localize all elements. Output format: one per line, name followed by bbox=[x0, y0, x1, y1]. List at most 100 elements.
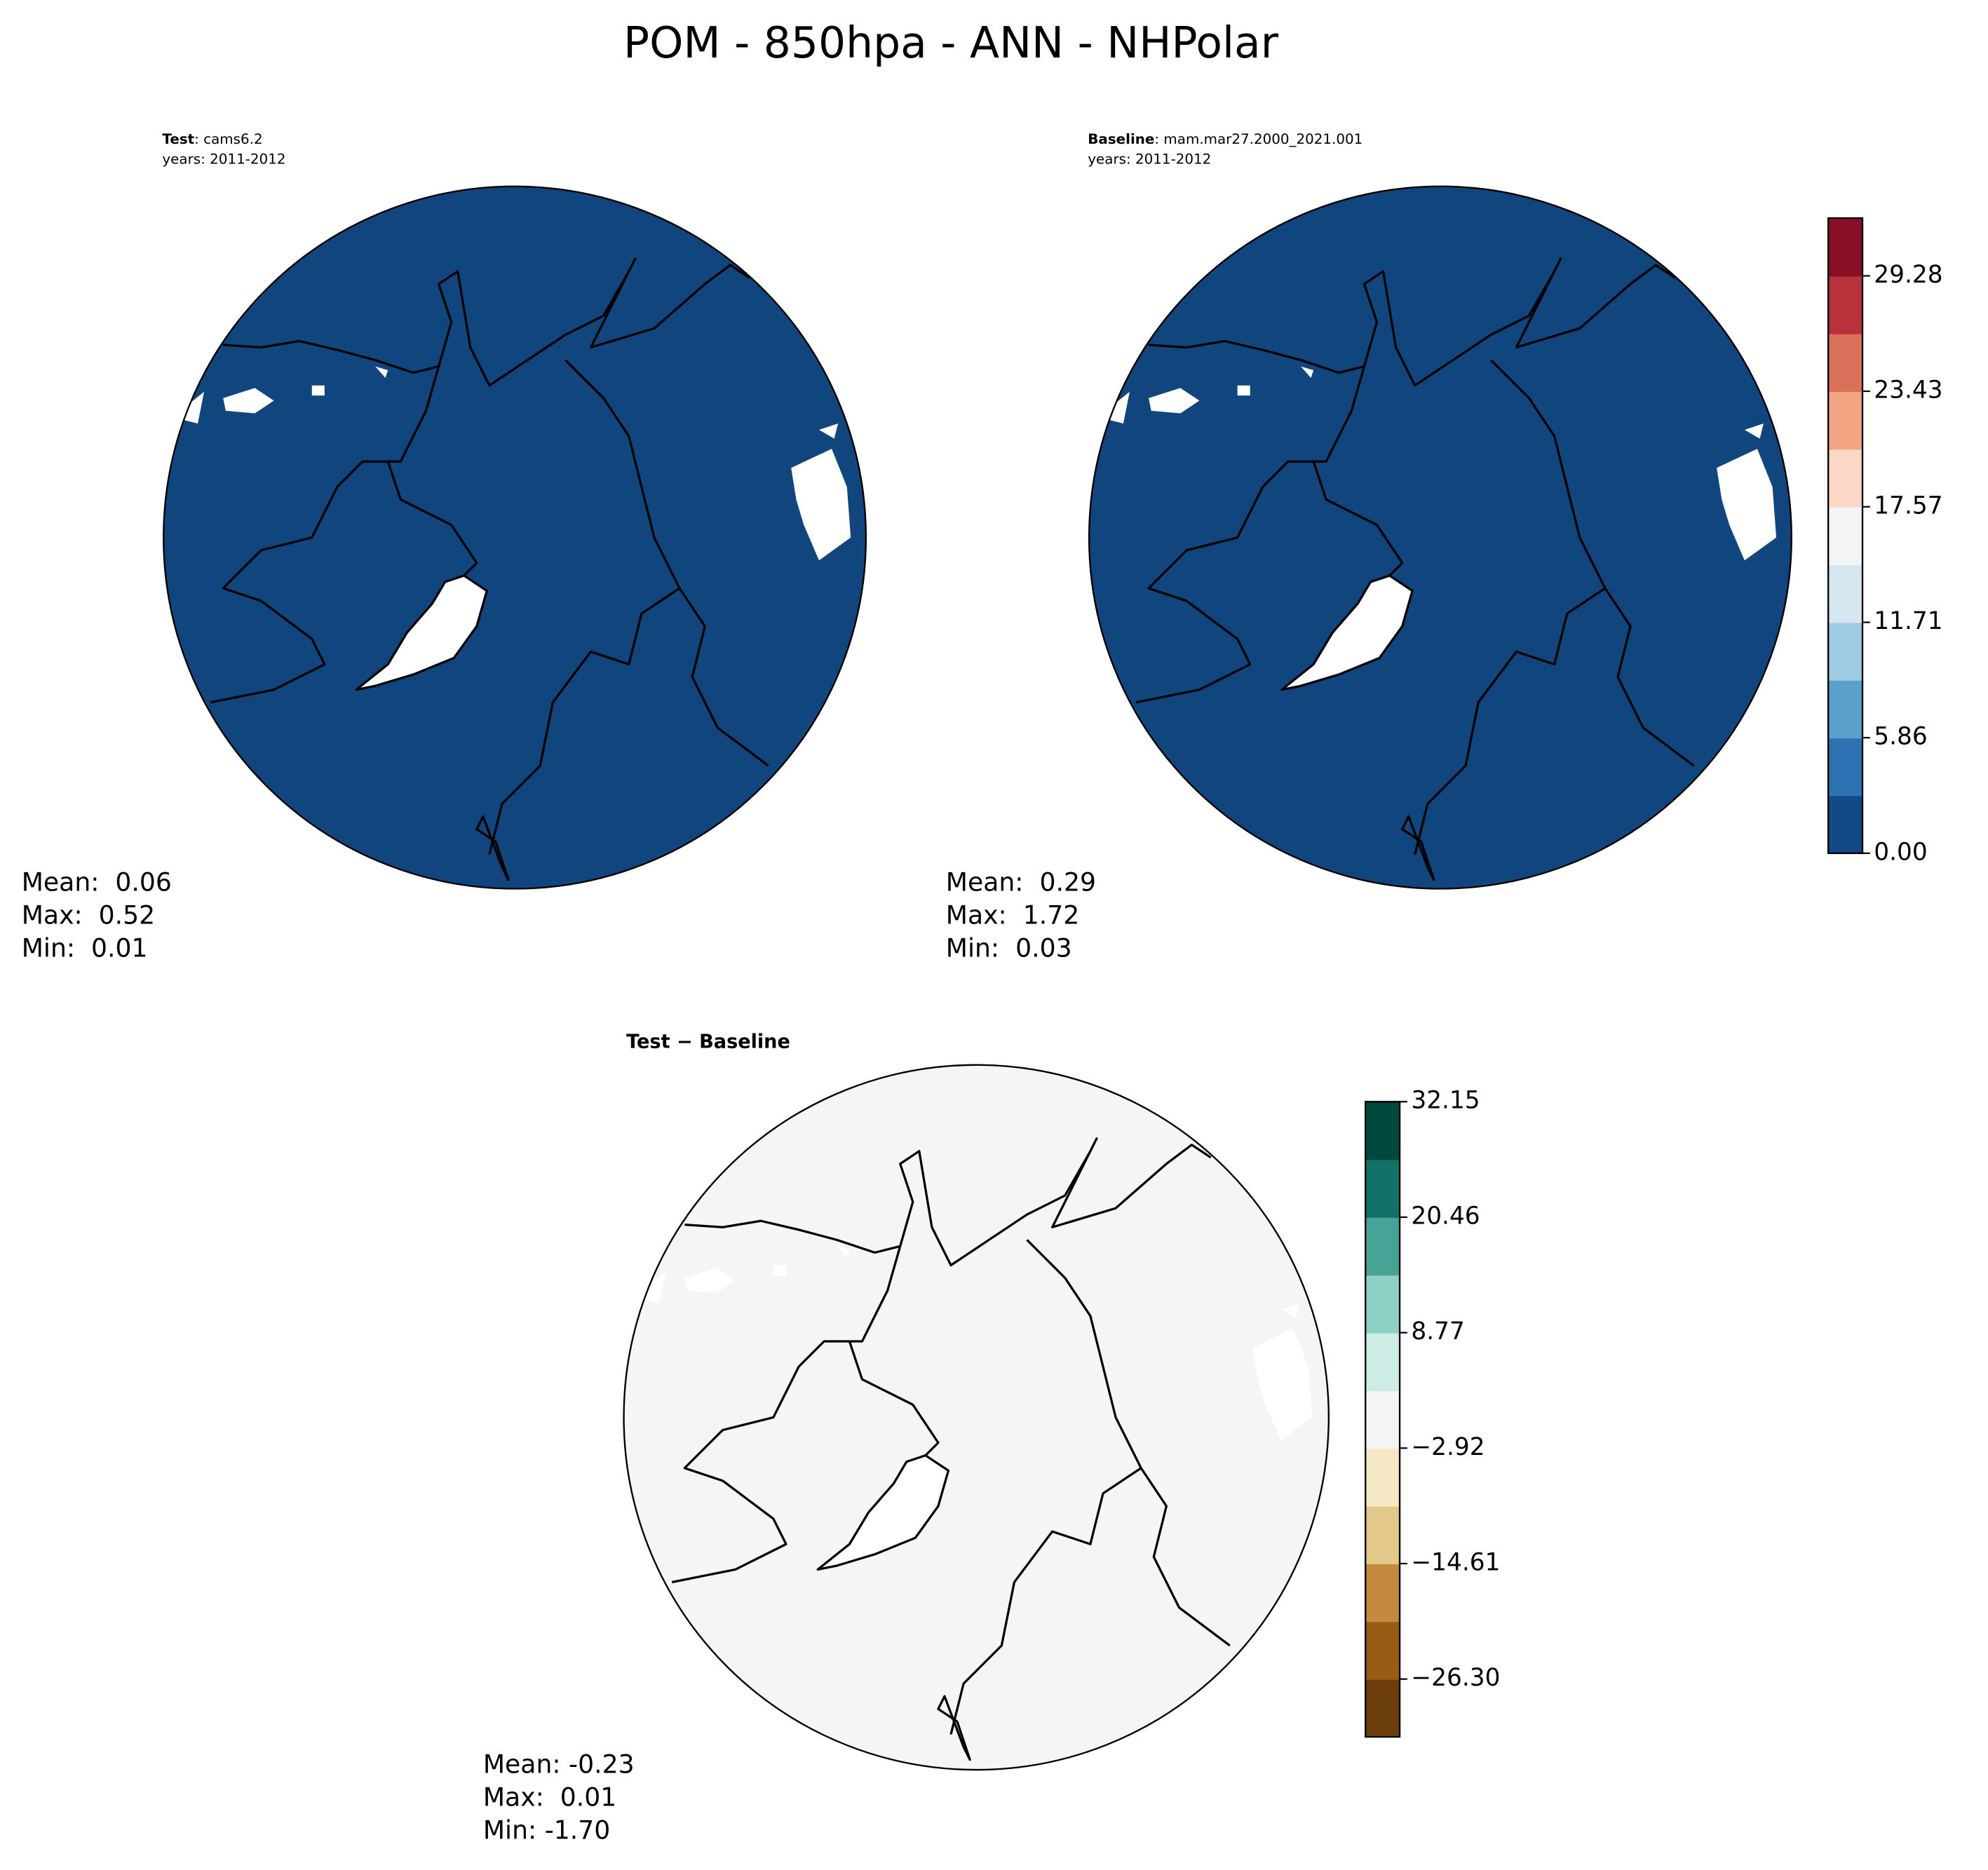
colorbar-tick-label: 0.00 bbox=[1874, 838, 1927, 866]
colorbar-tick-label: 20.46 bbox=[1411, 1202, 1480, 1230]
stat-line: Max: 1.72 bbox=[946, 900, 1079, 930]
colorbar-tick-label: 32.15 bbox=[1411, 1087, 1480, 1115]
missing-data bbox=[311, 385, 325, 396]
colorbar-tick-label: −2.92 bbox=[1411, 1433, 1485, 1461]
coastline bbox=[210, 366, 440, 704]
missing-data bbox=[1717, 449, 1777, 561]
coastline bbox=[355, 574, 488, 691]
missing-data bbox=[1744, 423, 1764, 439]
stat-line: Min: 0.03 bbox=[946, 933, 1072, 963]
coastline bbox=[949, 1239, 1142, 1735]
coastline bbox=[816, 1454, 950, 1571]
coastline bbox=[1280, 574, 1414, 691]
colorbar-segment bbox=[1828, 333, 1863, 393]
panel-years: years: 2011-2012 bbox=[1088, 151, 1211, 167]
colorbar-tick-label: 17.57 bbox=[1874, 492, 1942, 520]
panel-label-rest: : mam.mar27.2000_2021.001 bbox=[1154, 130, 1362, 147]
map-shapes bbox=[634, 1137, 1313, 1761]
missing-data bbox=[837, 1246, 850, 1258]
coastline bbox=[1604, 588, 1695, 767]
colorbar-segment bbox=[1365, 1505, 1400, 1564]
colorbar-tick-label: 5.86 bbox=[1874, 723, 1927, 751]
colorbar-segment bbox=[1828, 738, 1863, 797]
coastline bbox=[1148, 257, 1676, 387]
colorbar-tick-label: −14.61 bbox=[1411, 1548, 1500, 1576]
missing-data bbox=[1149, 388, 1200, 414]
coastline bbox=[386, 461, 478, 577]
colorbar-tick-label: 23.43 bbox=[1874, 376, 1942, 404]
colorbar-segment bbox=[1828, 276, 1863, 334]
coastline bbox=[684, 1137, 1212, 1267]
stat-line: Mean: 0.06 bbox=[22, 867, 172, 897]
panel-years: years: 2011-2012 bbox=[162, 151, 285, 167]
panel-label-bold: Baseline bbox=[1088, 130, 1154, 147]
missing-data bbox=[818, 423, 839, 439]
stat-line: Min: 0.01 bbox=[22, 933, 148, 963]
colorbar-segment bbox=[1828, 506, 1863, 566]
map-border bbox=[1088, 185, 1792, 890]
colorbar-tick-label: 29.28 bbox=[1874, 261, 1942, 289]
map-shapes bbox=[172, 257, 851, 881]
missing-data bbox=[818, 1455, 949, 1570]
coastline bbox=[1140, 1467, 1231, 1647]
figure-title: POM - 850hpa - ANN - NHPolar bbox=[623, 18, 1279, 68]
coastline bbox=[1401, 815, 1435, 881]
coastline bbox=[1135, 366, 1366, 704]
colorbar-frame bbox=[1827, 217, 1864, 855]
colorbar-segment bbox=[1828, 622, 1863, 681]
missing-data bbox=[1281, 575, 1413, 690]
stat-line: Mean: 0.29 bbox=[946, 867, 1096, 897]
coastline bbox=[223, 257, 750, 387]
colorbar-segment bbox=[1365, 1564, 1400, 1622]
stat-line: Max: 0.01 bbox=[483, 1782, 616, 1813]
stat-line: Max: 0.52 bbox=[22, 900, 155, 930]
missing-data bbox=[1252, 1328, 1313, 1441]
colorbar-segment bbox=[1828, 449, 1863, 508]
panel-label-rest: : cams6.2 bbox=[194, 130, 262, 147]
panel-label-bold: Test − Baseline bbox=[626, 1031, 790, 1052]
map-field bbox=[163, 186, 866, 889]
colorbar-segment bbox=[1365, 1217, 1400, 1276]
map-shapes bbox=[1097, 257, 1777, 881]
map-border bbox=[163, 185, 867, 890]
panel-label-bold: Test bbox=[162, 130, 194, 147]
colorbar-segment bbox=[1365, 1390, 1400, 1449]
colorbar-segment bbox=[1828, 564, 1863, 623]
map-border bbox=[623, 1064, 1330, 1771]
coastline bbox=[475, 815, 510, 881]
map-field bbox=[1089, 186, 1792, 889]
colorbar-segment bbox=[1828, 795, 1863, 854]
missing-data bbox=[684, 1268, 736, 1294]
colorbar-segment bbox=[1828, 218, 1863, 277]
map-field bbox=[623, 1064, 1329, 1770]
coastline bbox=[1312, 461, 1404, 577]
colorbar-segment bbox=[1365, 1102, 1400, 1160]
panel-label: Test − Baseline bbox=[626, 1031, 790, 1052]
stat-line: Min: -1.70 bbox=[483, 1815, 610, 1845]
colorbar-segment bbox=[1365, 1679, 1400, 1737]
coastline bbox=[1414, 359, 1607, 855]
coastline bbox=[848, 1341, 940, 1456]
colorbar-tick-label: −26.30 bbox=[1411, 1664, 1500, 1692]
colorbar-segment bbox=[1365, 1159, 1400, 1218]
missing-data bbox=[1280, 1303, 1300, 1319]
colorbar-tick-label: 8.77 bbox=[1411, 1317, 1464, 1346]
missing-data bbox=[1237, 385, 1250, 396]
colorbar-tick-label: 11.71 bbox=[1874, 607, 1942, 635]
missing-data bbox=[791, 449, 851, 561]
map bbox=[623, 1064, 1329, 1770]
colorbar-segment bbox=[1365, 1332, 1400, 1391]
panel-label: Test: cams6.2 bbox=[162, 130, 262, 147]
missing-data bbox=[375, 366, 388, 378]
map bbox=[1089, 186, 1792, 889]
colorbar-frame bbox=[1365, 1101, 1401, 1738]
panel-label: Baseline: mam.mar27.2000_2021.001 bbox=[1088, 130, 1362, 147]
colorbar-segment bbox=[1365, 1621, 1400, 1680]
colorbar-segment bbox=[1828, 391, 1863, 450]
map bbox=[163, 186, 866, 889]
coastline bbox=[671, 1245, 902, 1584]
coastline bbox=[488, 359, 681, 855]
colorbar-segment bbox=[1828, 679, 1863, 739]
stat-line: Mean: -0.23 bbox=[483, 1749, 635, 1780]
